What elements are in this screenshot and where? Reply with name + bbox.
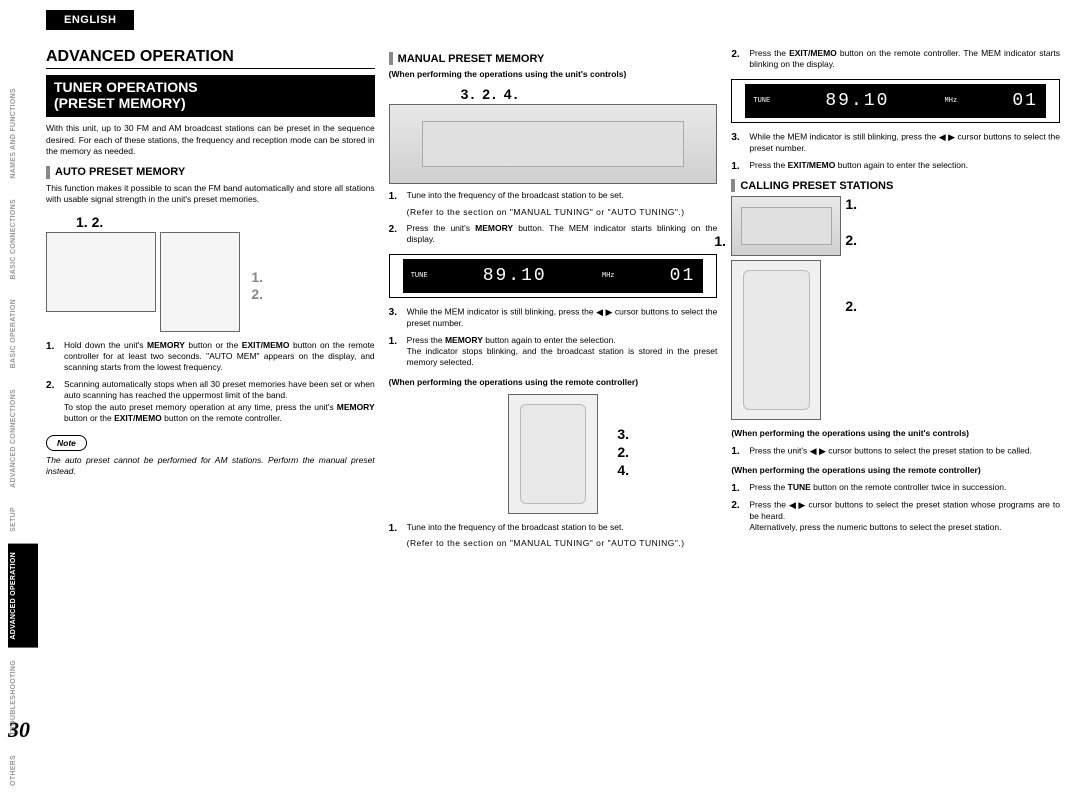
- manual-remote-callouts: 3. 2. 4.: [617, 425, 629, 480]
- manual-steps-unit: Tune into the frequency of the broadcast…: [389, 190, 718, 201]
- calling-remote-step2: Press the ◀ ▶ cursor buttons to select t…: [731, 499, 1060, 534]
- auto-step-1: Hold down the unit's MEMORY button or th…: [46, 340, 375, 374]
- title-line1: TUNER OPERATIONS: [54, 79, 367, 95]
- note-label: Note: [46, 435, 87, 451]
- calling-unit-steps: Press the unit's ◀ ▶ cursor buttons to s…: [731, 445, 1060, 457]
- manual-unit-step2: Press the unit's MEMORY button. The MEM …: [389, 223, 718, 246]
- manual-remote-step1: Tune into the frequency of the broadcast…: [389, 522, 718, 533]
- calling-right-callouts: 1. 2. 2.: [845, 196, 857, 314]
- calling-remote-fig: [731, 260, 821, 420]
- manual-intro-remote: (When performing the operations using th…: [389, 377, 718, 388]
- disp2-unit: MHz: [945, 97, 958, 105]
- calling-intro-unit: (When performing the operations using th…: [731, 428, 1060, 439]
- calling-intro-remote: (When performing the operations using th…: [731, 465, 1060, 476]
- left-right-icon: ◀ ▶: [810, 445, 826, 457]
- note-text: The auto preset cannot be performed for …: [46, 455, 375, 478]
- tab-setup: SETUP: [8, 499, 38, 540]
- column-3: Press the EXIT/MEMO button on the remote…: [731, 48, 1060, 555]
- tab-basic-conn: BASIC CONNECTIONS: [8, 191, 38, 288]
- manual-device-fig: [389, 104, 718, 184]
- title-box: TUNER OPERATIONS (PRESET MEMORY): [46, 75, 375, 117]
- calling-device-fig: 1.: [731, 196, 841, 256]
- col3-steps-b: While the MEM indicator is still blinkin…: [731, 131, 1060, 171]
- left-right-icon: ◀ ▶: [939, 131, 955, 143]
- disp-tune: TUNE: [411, 272, 428, 280]
- calling-r3: 2.: [845, 298, 857, 314]
- calling-r2: 2.: [845, 232, 857, 248]
- auto-step-2: Scanning automatically stops when all 30…: [46, 379, 375, 425]
- manual-intro-unit: (When performing the operations using th…: [389, 69, 718, 80]
- auto-figures: 1. 2.: [46, 232, 375, 332]
- calling-heading: CALLING PRESET STATIONS: [731, 179, 1060, 192]
- title-line2: (PRESET MEMORY): [54, 95, 367, 111]
- disp-freq: 89.10: [483, 266, 547, 286]
- manual-heading: MANUAL PRESET MEMORY: [389, 52, 718, 65]
- manual-display: TUNE 89.10 MHz 01: [389, 254, 718, 298]
- auto-remote-fig: 1. 2.: [160, 232, 240, 332]
- manual-refer: (Refer to the section on "MANUAL TUNING"…: [389, 207, 718, 218]
- manual-steps-unit-b: Press the unit's MEMORY button. The MEM …: [389, 223, 718, 246]
- col3-step2: Press the EXIT/MEMO button on the remote…: [731, 48, 1060, 71]
- column-2: MANUAL PRESET MEMORY (When performing th…: [389, 48, 718, 555]
- intro-text: With this unit, up to 30 FM and AM broad…: [46, 123, 375, 157]
- manual-unit-step3: While the MEM indicator is still blinkin…: [389, 306, 718, 330]
- manual-steps-unit-2: While the MEM indicator is still blinkin…: [389, 306, 718, 369]
- manual-refer2: (Refer to the section on "MANUAL TUNING"…: [389, 538, 718, 549]
- left-right-icon: ◀ ▶: [596, 306, 612, 318]
- auto-fig-callout-top: 1. 2.: [76, 214, 375, 230]
- left-right-icon: ◀ ▶: [789, 499, 805, 511]
- tab-adv-conn: ADVANCED CONNECTIONS: [8, 381, 38, 496]
- manual-device-callouts: 3. 2. 4.: [461, 86, 718, 102]
- calling-remote-step1: Press the TUNE button on the remote cont…: [731, 482, 1060, 493]
- calling-figures: 1. 1. 2. 2.: [731, 196, 1060, 420]
- auto-steps: Hold down the unit's MEMORY button or th…: [46, 340, 375, 425]
- column-1: ADVANCED OPERATION TUNER OPERATIONS (PRE…: [46, 48, 375, 555]
- auto-device-fig: [46, 232, 156, 312]
- disp2-tune: TUNE: [753, 97, 770, 105]
- tab-names: NAMES AND FUNCTIONS: [8, 80, 38, 187]
- manual-steps-remote: Tune into the frequency of the broadcast…: [389, 522, 718, 533]
- disp2-preset: 01: [1012, 91, 1038, 111]
- calling-r1: 1.: [845, 196, 857, 212]
- manual-unit-step1: Tune into the frequency of the broadcast…: [389, 190, 718, 201]
- section-title: ADVANCED OPERATION: [46, 48, 375, 66]
- auto-side-callout: 1. 2.: [251, 269, 263, 304]
- side-nav: NAMES AND FUNCTIONS BASIC CONNECTIONS BA…: [8, 80, 38, 794]
- language-tab: ENGLISH: [46, 10, 134, 30]
- tab-basic-op: BASIC OPERATION: [8, 291, 38, 376]
- disp2-freq: 89.10: [825, 91, 889, 111]
- auto-heading: AUTO PRESET MEMORY: [46, 166, 375, 179]
- calling-unit-step1: Press the unit's ◀ ▶ cursor buttons to s…: [731, 445, 1060, 457]
- disp-unit: MHz: [602, 272, 615, 280]
- manual-remote-fig: 3. 2. 4.: [508, 394, 598, 514]
- col3-step3: While the MEM indicator is still blinkin…: [731, 131, 1060, 155]
- col3-steps-a: Press the EXIT/MEMO button on the remote…: [731, 48, 1060, 71]
- tab-adv-op: ADVANCED OPERATION: [8, 544, 38, 648]
- calling-remote-steps: Press the TUNE button on the remote cont…: [731, 482, 1060, 534]
- col3-display: TUNE 89.10 MHz 01: [731, 79, 1060, 123]
- calling-left-callout: 1.: [714, 233, 726, 249]
- col3-step4: Press the EXIT/MEMO button again to ente…: [731, 160, 1060, 171]
- disp-preset: 01: [670, 266, 696, 286]
- manual-unit-step4: Press the MEMORY button again to enter t…: [389, 335, 718, 369]
- auto-desc: This function makes it possible to scan …: [46, 183, 375, 206]
- tab-others: OTHERS: [8, 747, 38, 794]
- page-number: 30: [8, 717, 30, 743]
